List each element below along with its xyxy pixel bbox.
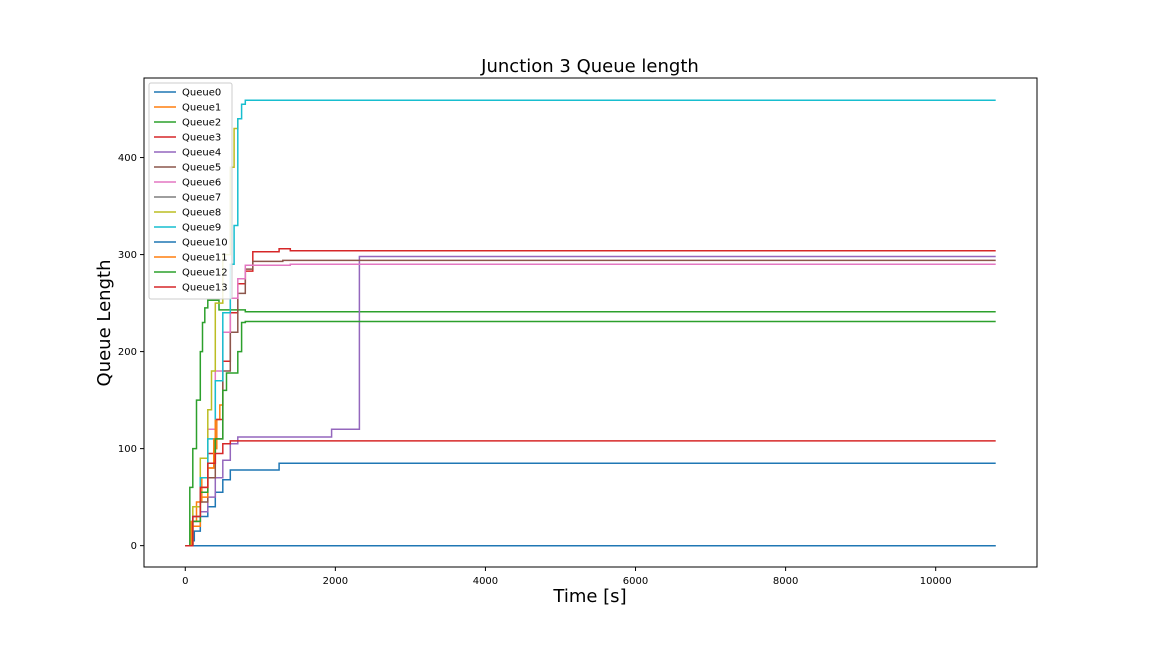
legend-label: Queue4 — [182, 148, 221, 159]
series-line-queue13 — [185, 440, 996, 547]
legend-label: Queue5 — [182, 163, 221, 174]
legend-label: Queue10 — [182, 238, 228, 249]
x-axis: 0 2000 4000 6000 8000 10000 — [182, 567, 952, 587]
y-axis: 0 100 200 300 400 — [118, 153, 144, 552]
x-tick-label: 8000 — [773, 576, 798, 587]
series-line-queue4 — [185, 255, 996, 547]
x-tick-label: 0 — [182, 576, 188, 587]
y-tick-label: 400 — [118, 153, 137, 164]
legend-label: Queue2 — [182, 118, 221, 129]
y-tick-label: 100 — [118, 444, 137, 455]
y-axis-label: Queue Length — [94, 260, 115, 387]
legend-label: Queue11 — [182, 253, 228, 264]
series-line-queue0 — [185, 462, 996, 547]
y-tick-label: 300 — [118, 250, 137, 261]
legend-label: Queue0 — [182, 88, 221, 99]
series-line-queue1 — [185, 390, 224, 547]
series-line-queue6 — [185, 263, 996, 547]
x-tick-label: 6000 — [623, 576, 648, 587]
series-line-queue3 — [185, 248, 996, 547]
x-tick-label: 10000 — [920, 576, 952, 587]
chart-title: Junction 3 Queue length — [480, 56, 699, 77]
series-line-queue5 — [185, 259, 996, 547]
legend-label: Queue1 — [182, 103, 221, 114]
legend-label: Queue9 — [182, 223, 221, 234]
x-tick-label: 2000 — [323, 576, 348, 587]
x-axis-label: Time [s] — [552, 586, 626, 607]
series-line-queue12 — [185, 320, 996, 547]
legend-label: Queue8 — [182, 208, 221, 219]
legend-label: Queue6 — [182, 178, 221, 189]
y-tick-label: 0 — [131, 541, 137, 552]
series-line-queue9 — [185, 99, 996, 547]
series-line-queue2 — [185, 299, 996, 547]
y-tick-label: 200 — [118, 347, 137, 358]
x-tick-label: 4000 — [473, 576, 498, 587]
legend: Queue0 Queue1 Queue2 Queue3 Queue4 Queue5 Queu… — [148, 82, 233, 300]
legend-label: Queue13 — [182, 283, 228, 294]
plot-lines — [185, 99, 996, 547]
plot-area-frame — [143, 77, 1038, 568]
legend-label: Queue7 — [182, 193, 221, 204]
legend-label: Queue3 — [182, 133, 221, 144]
legend-label: Queue12 — [182, 268, 228, 279]
